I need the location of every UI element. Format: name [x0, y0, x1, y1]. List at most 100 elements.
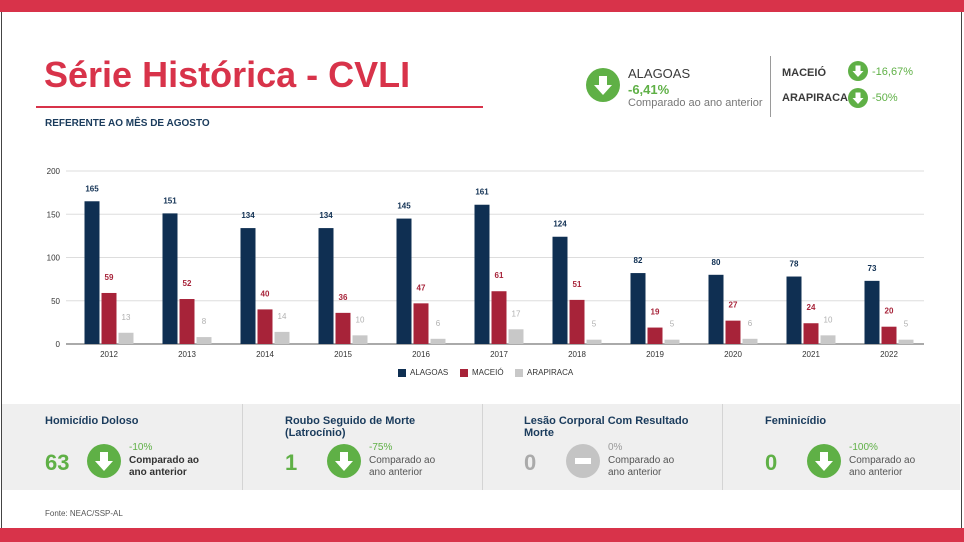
card-pct-homicidio: -10% — [129, 442, 153, 453]
city-value-maceio: -16,67% — [872, 66, 913, 78]
city-value-arapiraca: -50% — [872, 92, 898, 104]
bar-maceió — [647, 327, 663, 344]
card-value-latrocinio: 1 — [285, 450, 298, 475]
arrow-down-icon — [848, 88, 868, 108]
data-label: 6 — [748, 319, 753, 328]
data-label: 80 — [712, 258, 721, 267]
data-label: 10 — [824, 315, 833, 324]
data-label: 134 — [241, 211, 255, 220]
x-tick-label: 2022 — [880, 350, 898, 359]
card-divider — [722, 404, 723, 490]
data-label: 14 — [278, 312, 287, 321]
bar-maceió — [257, 309, 273, 344]
bar-maceió — [569, 299, 585, 344]
bar-alagoas — [474, 204, 490, 344]
card-divider — [482, 404, 483, 490]
card-title-feminicidio: Feminicídio — [765, 415, 827, 427]
kpi-note: Comparado ao ano anterior — [628, 97, 763, 109]
data-label: 27 — [729, 301, 738, 310]
arrow-down-icon — [807, 444, 841, 478]
data-label: 165 — [85, 184, 99, 193]
bar-arapiraca — [118, 332, 134, 344]
top-accent-bar — [0, 0, 964, 12]
card-value-feminicidio: 0 — [765, 450, 778, 475]
bar-maceió — [335, 312, 351, 344]
source-footer: Fonte: NEAC/SSP-AL — [45, 509, 123, 518]
card-note-latrocinio: Comparado ao ano anterior — [369, 455, 436, 478]
bar-arapiraca — [664, 339, 680, 344]
legend-swatch-alagoas — [398, 369, 406, 377]
city-name-arapiraca: ARAPIRACA — [782, 92, 848, 104]
data-label: 151 — [163, 196, 177, 205]
bar-maceió — [803, 323, 819, 344]
x-tick-label: 2018 — [568, 350, 586, 359]
data-label: 124 — [553, 220, 567, 229]
bar-arapiraca — [430, 338, 446, 344]
data-label: 52 — [183, 279, 192, 288]
bar-arapiraca — [742, 338, 758, 344]
data-label: 59 — [105, 273, 114, 282]
bar-alagoas — [396, 218, 412, 344]
data-label: 40 — [261, 289, 270, 298]
bar-alagoas — [240, 228, 256, 344]
bar-maceió — [101, 292, 117, 344]
arrow-down-icon — [327, 444, 361, 478]
data-label: 13 — [122, 313, 131, 322]
bar-arapiraca — [196, 337, 212, 344]
card-value-homicidio: 63 — [45, 450, 70, 475]
bar-alagoas — [84, 201, 100, 344]
x-tick-label: 2013 — [178, 350, 196, 359]
arrow-down-icon — [87, 444, 121, 478]
y-tick-label: 200 — [47, 167, 61, 176]
bar-arapiraca — [274, 331, 290, 344]
arrow-down-icon — [586, 68, 620, 102]
city-name-maceio: MACEIÓ — [782, 67, 826, 79]
bar-alagoas — [162, 213, 178, 344]
data-label: 10 — [356, 315, 365, 324]
x-tick-label: 2019 — [646, 350, 664, 359]
chart-legend: ALAGOAS MACEIÓ ARAPIRACA — [0, 366, 964, 380]
data-label: 17 — [512, 309, 521, 318]
x-tick-label: 2012 — [100, 350, 118, 359]
card-value-lesao: 0 — [524, 450, 537, 475]
kpi-name: ALAGOAS — [628, 66, 691, 81]
kpi-divider — [770, 56, 771, 117]
indicator-panel — [2, 404, 960, 490]
legend-swatch-maceio — [460, 369, 468, 377]
data-label: 8 — [202, 317, 207, 326]
card-title-homicidio: Homicídio Doloso — [45, 415, 139, 427]
card-title-latrocinio: Roubo Seguido de Morte (Latrocínio) — [285, 415, 416, 439]
data-label: 24 — [807, 303, 816, 312]
neutral-icon — [566, 444, 600, 478]
x-tick-label: 2014 — [256, 350, 274, 359]
data-label: 78 — [790, 260, 799, 269]
bar-arapiraca — [898, 339, 914, 344]
data-label: 134 — [319, 211, 333, 220]
data-label: 19 — [651, 308, 660, 317]
x-tick-label: 2020 — [724, 350, 742, 359]
legend-label-arapiraca: ARAPIRACA — [527, 368, 574, 377]
title-underline — [36, 106, 483, 108]
card-pct-latrocinio: -75% — [369, 442, 393, 453]
card-note-homicidio: Comparado ao ano anterior — [129, 455, 200, 478]
data-label: 36 — [339, 293, 348, 302]
data-label: 73 — [868, 264, 877, 273]
bar-arapiraca — [508, 329, 524, 344]
bar-alagoas — [786, 276, 802, 344]
y-tick-label: 50 — [51, 297, 60, 306]
bar-alagoas — [318, 228, 334, 344]
page-frame — [1, 12, 962, 528]
card-title-lesao: Lesão Corporal Com Resultado Morte — [524, 415, 689, 439]
card-pct-lesao: 0% — [608, 442, 623, 453]
page-title: Série Histórica - CVLI — [44, 54, 411, 95]
bar-arapiraca — [820, 335, 836, 344]
x-tick-label: 2017 — [490, 350, 508, 359]
page-subtitle: REFERENTE AO MÊS DE AGOSTO — [45, 118, 210, 129]
y-tick-label: 100 — [47, 254, 61, 263]
bar-alagoas — [864, 280, 880, 344]
bar-maceió — [179, 299, 195, 344]
bar-alagoas — [708, 274, 724, 344]
data-label: 82 — [634, 256, 643, 265]
x-tick-label: 2016 — [412, 350, 430, 359]
bar-maceió — [413, 303, 429, 344]
